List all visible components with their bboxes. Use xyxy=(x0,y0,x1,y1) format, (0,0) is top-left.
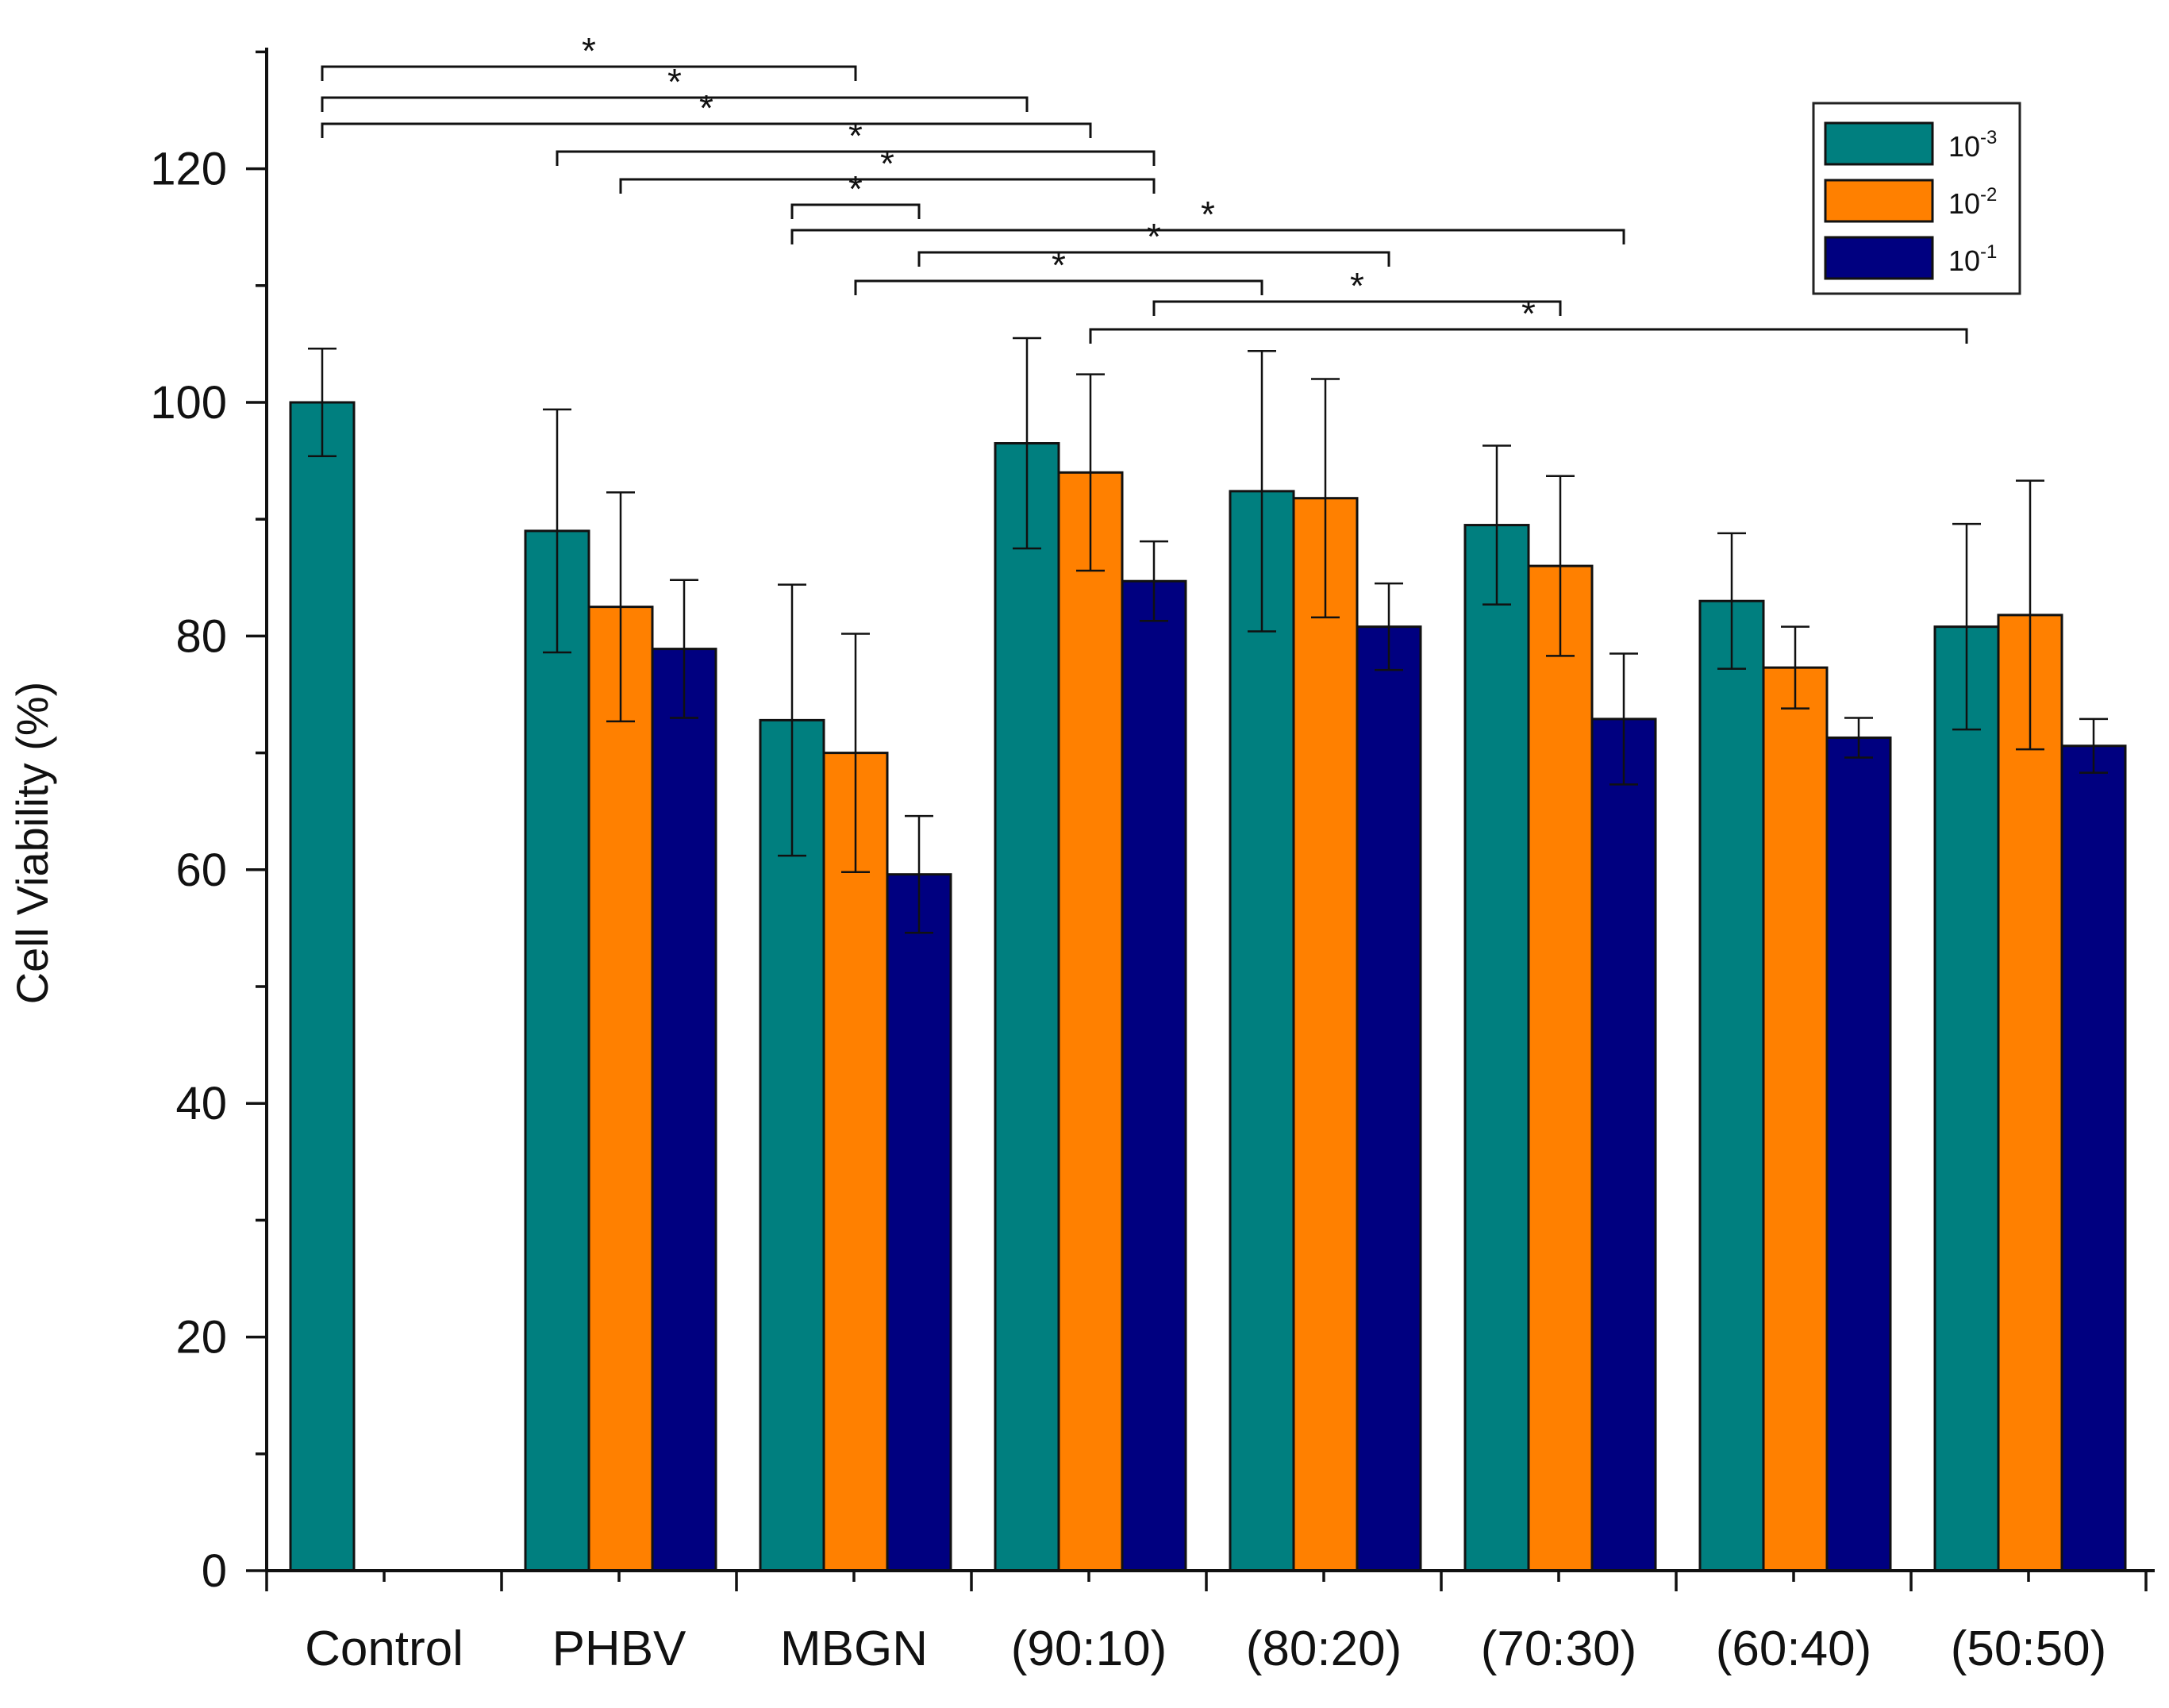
bar-(80:20)-10^-3 xyxy=(1229,490,1295,1572)
significance-bracket-9 xyxy=(854,279,1263,295)
x-tick-label-(80:20): (80:20) xyxy=(1246,1621,1402,1676)
x-tick-label-(60:40): (60:40) xyxy=(1716,1621,1871,1676)
bar-(60:40)-10^-3 xyxy=(1698,599,1765,1572)
bar-Control-10^-3 xyxy=(289,401,356,1572)
bar-MBGN-10^-2 xyxy=(822,752,889,1572)
bar-MBGN-10^-1 xyxy=(886,873,952,1572)
significance-bracket-2 xyxy=(321,96,1029,112)
y-axis-title: Cell Viability (%) xyxy=(7,682,57,1005)
significance-star-7: * xyxy=(1147,216,1161,257)
bar-PHBV-10^-2 xyxy=(587,606,654,1572)
x-tick-label-(90:10): (90:10) xyxy=(1011,1621,1167,1676)
bar-(60:40)-10^-2 xyxy=(1762,666,1829,1572)
significance-bracket-3 xyxy=(321,122,1092,138)
significance-bracket-10 xyxy=(1152,300,1562,316)
bar-(70:30)-10^-2 xyxy=(1527,564,1594,1572)
significance-bracket-7 xyxy=(917,251,1390,267)
legend-exponent-10^-2: -2 xyxy=(1980,184,1997,206)
bar-(80:20)-10^-1 xyxy=(1356,625,1422,1572)
y-tick-label-60: 60 xyxy=(175,844,227,896)
bar-(90:10)-10^-2 xyxy=(1057,471,1124,1572)
bar-(90:10)-10^-3 xyxy=(994,442,1060,1572)
significance-star-6: * xyxy=(848,168,863,210)
bar-(50:50)-10^-3 xyxy=(1933,625,2000,1572)
bar-PHBV-10^-3 xyxy=(524,529,590,1572)
legend-swatch-10^-1 xyxy=(1824,236,1934,280)
significance-star-1: * xyxy=(582,30,596,71)
significance-bracket-4 xyxy=(556,150,1156,166)
bar-(70:30)-10^-3 xyxy=(1463,524,1530,1572)
y-tick-label-80: 80 xyxy=(175,610,227,662)
y-tick-label-120: 120 xyxy=(150,144,227,195)
legend-swatch-10^-2 xyxy=(1824,179,1934,223)
significance-bracket-8 xyxy=(790,229,1625,244)
x-tick-label-MBGN: MBGN xyxy=(780,1621,928,1676)
significance-bracket-1 xyxy=(321,65,857,81)
significance-star-4: * xyxy=(848,115,863,156)
bar-(50:50)-10^-1 xyxy=(2060,744,2127,1572)
significance-bracket-5 xyxy=(619,178,1156,194)
legend-exponent-10^-3: -3 xyxy=(1980,127,1997,148)
significance-layer: * * * * * * * * * * * xyxy=(321,30,1968,344)
significance-star-10: * xyxy=(1350,265,1364,306)
significance-bracket-6 xyxy=(790,203,921,219)
x-tick-label-Control: Control xyxy=(305,1621,463,1676)
x-tick-label-(70:30): (70:30) xyxy=(1481,1621,1636,1676)
bar-(70:30)-10^-1 xyxy=(1590,717,1657,1572)
bar-MBGN-10^-3 xyxy=(759,718,825,1572)
legend-label-10^-2: 10-2 xyxy=(1948,184,1997,220)
significance-bracket-11 xyxy=(1089,328,1968,344)
significance-star-3: * xyxy=(699,87,713,129)
bars-layer xyxy=(289,401,2127,1572)
bar-PHBV-10^-1 xyxy=(651,648,717,1572)
significance-star-11: * xyxy=(1521,293,1536,334)
legend-label-10^-1: 10-1 xyxy=(1948,241,1997,277)
significance-star-5: * xyxy=(880,143,894,184)
y-tick-label-20: 20 xyxy=(175,1312,227,1364)
error-bars-layer xyxy=(308,337,2108,934)
bar-(80:20)-10^-2 xyxy=(1292,497,1359,1572)
legend: 10-310-210-1 xyxy=(1812,102,2021,295)
legend-swatch-10^-3 xyxy=(1824,121,1934,166)
axes-layer: Control PHBV MBGN (90:10) (80:20) (70:30) (60:… xyxy=(150,48,2155,1676)
x-tick-label-(50:50): (50:50) xyxy=(1951,1621,2106,1676)
bar-(60:40)-10^-1 xyxy=(1825,736,1892,1572)
bar-(50:50)-10^-2 xyxy=(1997,614,2063,1572)
significance-star-8: * xyxy=(1201,194,1215,235)
bar-(90:10)-10^-1 xyxy=(1121,579,1187,1572)
y-tick-label-100: 100 xyxy=(150,377,227,429)
x-tick-label-PHBV: PHBV xyxy=(552,1621,686,1676)
legend-exponent-10^-1: -1 xyxy=(1980,241,1997,263)
y-tick-label-0: 0 xyxy=(202,1545,227,1597)
y-tick-label-40: 40 xyxy=(175,1078,227,1129)
significance-star-9: * xyxy=(1052,244,1066,286)
significance-star-2: * xyxy=(667,61,682,102)
